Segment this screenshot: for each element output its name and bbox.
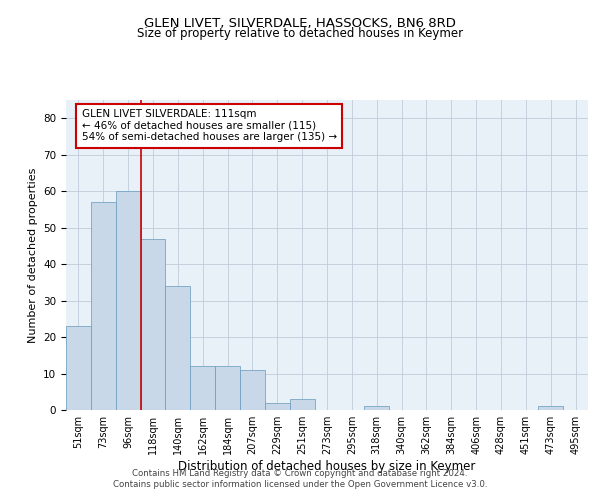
Bar (290, 399, 314, 410)
Bar (166, 286, 190, 410)
Bar (91, 202, 116, 410)
Text: Contains HM Land Registry data © Crown copyright and database right 2024.: Contains HM Land Registry data © Crown c… (132, 468, 468, 477)
Bar (364, 406, 389, 410)
Bar (240, 370, 265, 410)
Y-axis label: Number of detached properties: Number of detached properties (28, 168, 38, 342)
Bar (190, 366, 215, 410)
Bar (215, 366, 240, 410)
Bar (140, 238, 166, 410)
Text: GLEN LIVET, SILVERDALE, HASSOCKS, BN6 8RD: GLEN LIVET, SILVERDALE, HASSOCKS, BN6 8R… (144, 18, 456, 30)
X-axis label: Distribution of detached houses by size in Keymer: Distribution of detached houses by size … (178, 460, 476, 473)
Bar (66, 326, 91, 410)
Bar (116, 191, 140, 410)
Text: Contains public sector information licensed under the Open Government Licence v3: Contains public sector information licen… (113, 480, 487, 489)
Bar (538, 406, 563, 410)
Text: GLEN LIVET SILVERDALE: 111sqm
← 46% of detached houses are smaller (115)
54% of : GLEN LIVET SILVERDALE: 111sqm ← 46% of d… (82, 110, 337, 142)
Text: Size of property relative to detached houses in Keymer: Size of property relative to detached ho… (137, 28, 463, 40)
Bar (265, 402, 290, 410)
